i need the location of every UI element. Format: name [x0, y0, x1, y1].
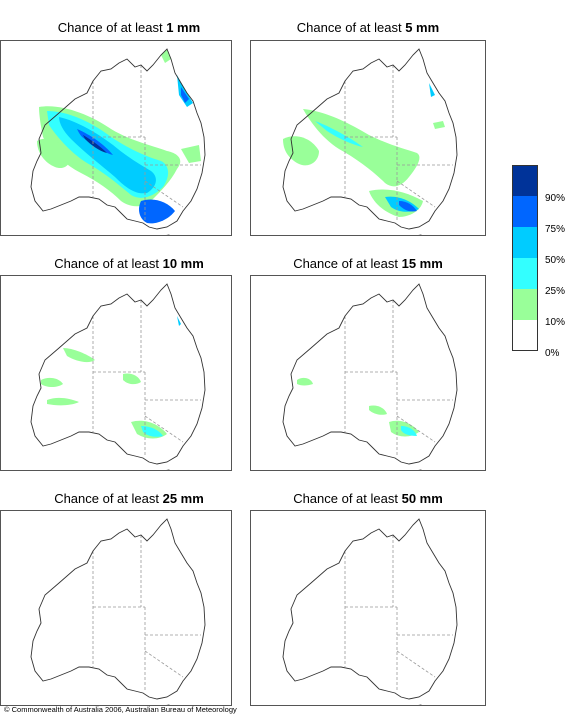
legend-tick-50: 50% — [545, 255, 566, 266]
map-50mm — [250, 510, 486, 706]
australia-outline-25mm — [30, 518, 206, 700]
legend-swatch-10 — [512, 289, 538, 320]
map-5mm — [250, 40, 486, 236]
legend-tick-25: 25% — [545, 286, 566, 297]
legend-swatch-0 — [512, 320, 538, 351]
map-10mm — [0, 275, 232, 471]
copyright-footer: © Commonwealth of Australia 2006, Austra… — [4, 705, 237, 714]
map-25mm — [0, 510, 232, 706]
panel-title-50mm: Chance of at least 50 mm — [293, 491, 443, 506]
rain-zones-15mm — [297, 377, 419, 437]
panel-title-10mm: Chance of at least 10 mm — [54, 256, 204, 271]
map-1mm — [0, 40, 232, 236]
legend-swatch-75 — [512, 196, 538, 227]
panel-title-15mm: Chance of at least 15 mm — [293, 256, 443, 271]
panel-title-25mm: Chance of at least 25 mm — [54, 491, 204, 506]
panel-title-1mm: Chance of at least 1 mm — [57, 20, 201, 35]
map-15mm — [250, 275, 486, 471]
australia-outline-10mm — [30, 283, 206, 465]
australia-outline-50mm — [282, 518, 458, 700]
rain-zones-10mm — [41, 316, 181, 439]
legend-tick-0: 0% — [545, 348, 560, 359]
legend-tick-75: 75% — [545, 224, 566, 235]
legend-swatch-90 — [512, 165, 538, 196]
legend-swatch-50 — [512, 227, 538, 258]
rain-zones-1mm — [37, 49, 201, 224]
legend-tick-90: 90% — [545, 193, 566, 204]
legend-swatch-25 — [512, 258, 538, 289]
panel-title-5mm: Chance of at least 5 mm — [296, 20, 440, 35]
rain-zones-5mm — [283, 83, 445, 217]
australia-outline-15mm — [282, 283, 458, 465]
legend-tick-10: 10% — [545, 317, 566, 328]
